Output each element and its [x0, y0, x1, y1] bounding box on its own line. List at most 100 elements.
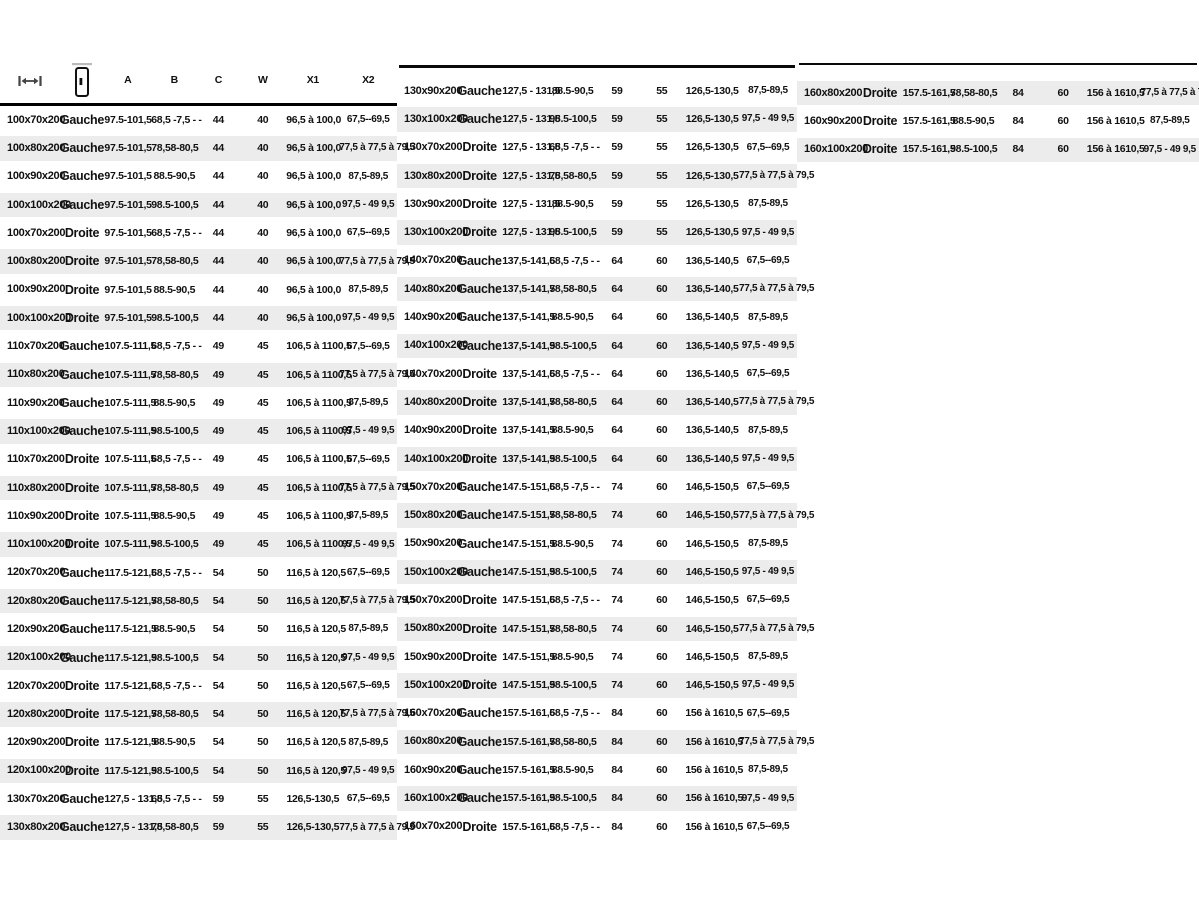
cell-a: 97.5-101,5 — [104, 142, 152, 155]
cell-b: 98.5-100,5 — [151, 425, 199, 438]
cell-b: 68,5 -7,5 - - — [549, 481, 600, 494]
cell-x1: 136,5-140,5 — [685, 396, 739, 409]
table-row: 110x100x200 Gauche 107.5-111,5 98.5-100,5 49… — [0, 417, 397, 446]
column-header-a: A — [124, 74, 132, 87]
table-row: 160x90x200 Droite 157.5-161,5 88.5-90,5 84 60… — [797, 107, 1199, 135]
table-row: 120x100x200 Droite 117.5-121,5 98.5-100,5 54… — [0, 756, 397, 786]
cell-w: 55 — [656, 169, 668, 182]
cell-a: 97.5-101,5 — [104, 311, 152, 324]
cell-dimensions: 150x100x200 — [404, 565, 468, 578]
cell-side: Gauche — [59, 820, 104, 835]
table-row: 140x90x200 Droite 137,5-141,5 88.5-90,5 64 60… — [397, 417, 797, 445]
cell-x2: 77,5 à 77,5 à 79,5 — [1140, 87, 1199, 99]
cell-c: 59 — [212, 793, 224, 806]
cell-b: 88.5-90,5 — [153, 283, 196, 296]
table-row: 120x70x200 Gauche 117.5-121,5 68,5 -7,5 - -… — [0, 559, 397, 587]
cell-dimensions: 130x80x200 — [404, 169, 463, 182]
cell-x1: 96,5 à 100,0 — [286, 227, 342, 240]
cell-dimensions: 120x80x200 — [7, 707, 66, 720]
cell-x2: 97,5 - 49 9,5 — [741, 792, 795, 804]
cell-a: 107.5-111,5 — [104, 510, 156, 523]
cell-b: 68,5 -7,5 - - — [549, 367, 600, 380]
cell-side: Gauche — [457, 706, 502, 721]
cell-x2: 87,5-89,5 — [748, 311, 788, 323]
cell-b: 68,5 -7,5 - - — [151, 566, 202, 579]
cell-x1: 126,5-130,5 — [286, 821, 340, 834]
column-header-c: C — [214, 74, 223, 87]
cell-b: 98.5-100,5 — [549, 113, 597, 126]
cell-x2: 67,5--69,5 — [346, 453, 390, 465]
cell-side: Droite — [462, 621, 497, 636]
cell-a: 97.5-101,5 — [104, 255, 152, 268]
cell-b: 98.5-100,5 — [151, 538, 199, 551]
cell-dimensions: 150x90x200 — [404, 650, 463, 663]
cell-w: 60 — [656, 792, 668, 805]
cell-side: Gauche — [59, 395, 104, 410]
cell-dimensions: 160x70x200 — [404, 820, 463, 833]
cell-c: 84 — [611, 792, 623, 805]
table-row: 120x80x200 Gauche 117.5-121,5 78,58-80,5 54 5… — [0, 587, 415, 616]
cell-x1: 146,5-150,5 — [685, 679, 739, 692]
table-row: 110x90x200 Gauche 107.5-111,5 88.5-90,5 49 45… — [0, 389, 397, 417]
door-icon — [60, 62, 105, 99]
cell-dimensions: 150x70x200 — [404, 593, 463, 606]
cell-w: 60 — [656, 424, 668, 437]
cell-c: 64 — [611, 424, 623, 437]
table-row: 130x100x200 Gauche 127,5 - 131,5 98.5-100,5… — [397, 105, 797, 134]
cell-x1: 106,5 à 1100,5 — [286, 340, 352, 353]
cell-side: Droite — [862, 85, 898, 100]
table-row: 100x100x200 Gauche 97.5-101,5 98.5-100,5 44 4… — [0, 190, 397, 220]
cell-x2: 77,5 à 77,5 à 79,5 — [339, 255, 415, 267]
cell-dimensions: 120x100x200 — [7, 764, 71, 777]
cell-a: 117.5-121,5 — [104, 566, 157, 579]
cell-x2: 67,5--69,5 — [746, 594, 790, 606]
cell-x1: 106,5 à 1100,5 — [286, 396, 352, 409]
cell-x1: 116,5 à 120,5 — [286, 736, 346, 749]
table-row: 140x80x200 Gauche 137,5-141,5 78,58-80,5 64 6… — [397, 275, 814, 304]
cell-dimensions: 130x100x200 — [404, 112, 468, 125]
cell-x2: 67,5--69,5 — [346, 340, 390, 352]
cell-dimensions: 160x90x200 — [404, 763, 463, 776]
cell-x2: 87,5-89,5 — [348, 623, 388, 635]
table-row: 100x80x200 Gauche 97.5-101,5 78,58-80,5 44 40… — [0, 134, 415, 163]
cell-b: 68,5 -7,5 - - — [549, 141, 600, 154]
cell-c: 74 — [611, 622, 623, 635]
cell-side: Droite — [462, 168, 497, 183]
cell-c: 59 — [611, 84, 623, 97]
table-row: 120x90x200 Droite 117.5-121,5 88.5-90,5 54 50… — [0, 729, 397, 757]
cell-x2: 67,5--69,5 — [346, 680, 390, 692]
cell-side: Droite — [462, 225, 497, 240]
table-row: 100x90x200 Droite 97.5-101,5 88.5-90,5 44 40 9… — [0, 276, 397, 304]
cell-x1: 96,5 à 100,0 — [286, 198, 342, 211]
cell-side: Droite — [462, 649, 497, 664]
cell-b: 88.5-90,5 — [153, 170, 196, 183]
cell-b: 88.5-90,5 — [153, 396, 196, 409]
cell-x1: 136,5-140,5 — [685, 254, 739, 267]
table-row: 140x100x200 Gauche 137,5-141,5 98.5-100,5 64… — [397, 331, 797, 360]
cell-c: 64 — [611, 254, 623, 267]
cell-x1: 116,5 à 120,5 — [286, 679, 346, 692]
cell-c: 44 — [212, 113, 224, 126]
cell-a: 137,5-141,5 — [502, 311, 555, 324]
cell-c: 49 — [212, 538, 224, 551]
cell-dimensions: 120x70x200 — [7, 679, 66, 692]
cell-side: Gauche — [457, 791, 502, 806]
cell-x1: 146,5-150,5 — [685, 622, 739, 635]
cell-x1: 96,5 à 100,0 — [286, 283, 342, 296]
cell-b: 68,5 -7,5 - - — [151, 227, 202, 240]
cell-side: Droite — [462, 423, 497, 438]
cell-b: 78,58-80,5 — [151, 821, 199, 834]
cell-c: 54 — [212, 623, 224, 636]
cell-c: 74 — [611, 481, 623, 494]
cell-dimensions: 140x80x200 — [404, 282, 463, 295]
cell-dimensions: 100x80x200 — [7, 255, 66, 268]
table-row: 110x80x200 Gauche 107.5-111,5 78,58-80,5 49 4… — [0, 360, 415, 389]
cell-side: Droite — [64, 763, 100, 778]
table-row: 110x70x200 Gauche 107.5-111,5 68,5 -7,5 - -… — [0, 332, 397, 360]
cell-x1: 136,5-140,5 — [685, 311, 739, 324]
table-row: 110x70x200 Droite 107.5-111,5 68,5 -7,5 - -… — [0, 446, 397, 474]
table-row: 130x90x200 Droite 127,5 - 131,5 88.5-90,5 59… — [397, 190, 797, 218]
cell-w: 55 — [257, 793, 269, 806]
cell-w: 40 — [257, 142, 269, 155]
cell-x2: 87,5-89,5 — [348, 736, 388, 748]
